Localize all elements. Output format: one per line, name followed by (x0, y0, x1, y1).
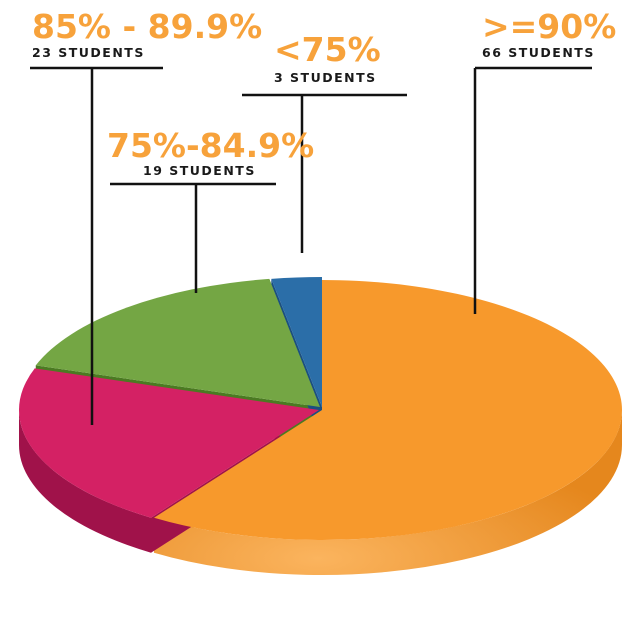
pie-slice (154, 280, 623, 541)
label-75-84-pct: 75%-84.9% (107, 126, 314, 165)
label-85-89-count: 23 STUDENTS (32, 45, 145, 60)
pie-slice-side (19, 410, 152, 553)
pie-slice (35, 278, 321, 407)
pie-slice (19, 368, 320, 518)
label-gte90-pct: >=90% (482, 7, 616, 46)
label-lt75-count: 3 STUDENTS (274, 70, 377, 85)
pie-slice (271, 277, 322, 407)
label-75-84-count: 19 STUDENTS (143, 163, 256, 178)
label-85-89-pct: 85% - 89.9% (32, 7, 262, 46)
label-lt75-pct: <75% (274, 30, 381, 69)
label-gte90-count: 66 STUDENTS (482, 45, 595, 60)
pie-slice-side (154, 410, 622, 575)
